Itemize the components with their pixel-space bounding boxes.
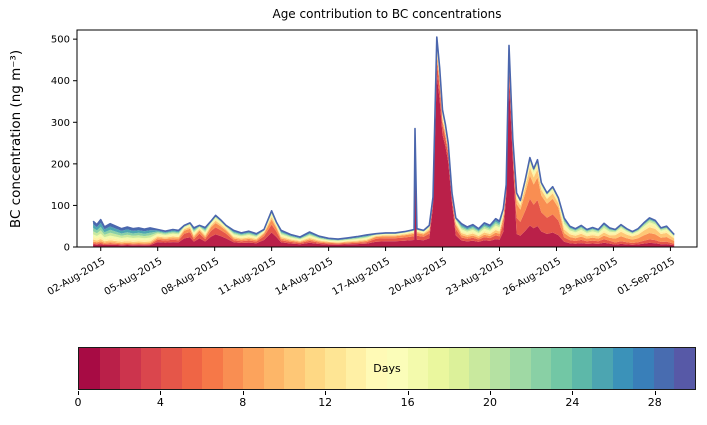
colorbar-tick — [407, 391, 409, 395]
colorbar-cell-day-29 — [674, 348, 695, 389]
colorbar-cell-day-15 — [386, 348, 408, 389]
colorbar-tick — [78, 391, 79, 395]
age-band-24-27d — [93, 38, 675, 240]
x-tick-label: 20-Aug-2015 — [388, 256, 450, 298]
y-tick-label: 100 — [51, 201, 70, 212]
stacked-area-plot: 0 100 200 300 400 500 02-Aug-201505-Aug-201508… — [46, 29, 698, 298]
total-concentration-line — [92, 36, 675, 240]
x-axis: 02-Aug-201505-Aug-201508-Aug-201511-Aug-… — [46, 247, 677, 298]
age-band-0-3d — [93, 74, 675, 248]
colorbar-cell-day-19 — [469, 348, 490, 389]
colorbar-tick-label: 8 — [239, 396, 247, 409]
colorbar-cell-day-21 — [510, 348, 531, 389]
age-band-18-21d — [93, 41, 675, 242]
colorbar-tick-label: 24 — [565, 396, 580, 409]
colorbar-cell-day-11 — [304, 348, 326, 389]
x-tick-label: 17-Aug-2015 — [331, 256, 393, 298]
colorbar-cell-day-6 — [202, 348, 223, 389]
colorbar-cell-day-2 — [120, 348, 141, 389]
y-tick-label: 500 — [51, 35, 70, 46]
age-band-9-12d — [93, 49, 675, 244]
colorbar-cell-day-20 — [489, 348, 511, 389]
colorbar-cell-day-0 — [79, 348, 100, 389]
age-band-12-15d — [93, 46, 675, 243]
colorbar — [78, 347, 696, 390]
colorbar-tick — [654, 391, 656, 395]
colorbar-tick-label: 28 — [647, 396, 662, 409]
x-tick-label: 01-Sep-2015 — [616, 256, 677, 298]
colorbar-cell-day-25 — [592, 348, 613, 389]
colorbar-cell-day-17 — [428, 348, 449, 389]
age-band-27-30d — [93, 37, 675, 240]
colorbar-cell-day-3 — [140, 348, 162, 389]
colorbar-cell-day-13 — [345, 348, 367, 389]
colorbar-tick — [490, 391, 491, 395]
x-tick-label: 26-Aug-2015 — [501, 256, 563, 298]
y-tick-label: 0 — [64, 243, 70, 254]
colorbar-tick-label: 0 — [74, 396, 82, 409]
age-band-6-9d — [93, 53, 675, 245]
colorbar-cell-day-27 — [633, 348, 654, 389]
x-tick-label: 02-Aug-2015 — [46, 256, 108, 298]
colorbar-tick — [572, 391, 574, 395]
axes-spines — [76, 29, 698, 248]
y-axis: 0 100 200 300 400 500 — [51, 35, 77, 254]
colorbar-cell-day-28 — [653, 348, 675, 389]
colorbar-cell-day-7 — [222, 348, 244, 389]
age-band-21-24d — [93, 40, 675, 241]
colorbar-cell-day-8 — [243, 348, 264, 389]
colorbar-cell-day-23 — [551, 348, 572, 389]
colorbar-cell-day-9 — [263, 348, 285, 389]
colorbar-tick-label: 20 — [483, 396, 497, 409]
y-tick-label: 400 — [51, 76, 70, 87]
colorbar-tick-label: 16 — [400, 396, 415, 409]
colorbar-tick-label: 12 — [318, 396, 333, 409]
x-tick-label: 05-Aug-2015 — [103, 256, 165, 298]
colorbar-cell-day-16 — [407, 348, 429, 389]
chart-title: Age contribution to BC concentrations — [272, 7, 502, 21]
colorbar-cell-day-10 — [284, 348, 305, 389]
y-tick-label: 200 — [51, 159, 70, 170]
colorbar-tick-label: 4 — [156, 396, 164, 409]
colorbar-cell-day-18 — [448, 348, 470, 389]
colorbar-tick — [242, 391, 244, 395]
x-tick-label: 11-Aug-2015 — [217, 256, 279, 298]
colorbar-cell-day-26 — [612, 348, 634, 389]
x-tick-label: 14-Aug-2015 — [274, 256, 336, 298]
age-band-3-6d — [93, 60, 675, 246]
colorbar-cell-day-12 — [325, 348, 346, 389]
x-tick-label: 08-Aug-2015 — [160, 256, 222, 298]
colorbar-tick — [325, 391, 327, 395]
colorbar-cell-day-14 — [366, 348, 387, 389]
colorbar-cell-day-4 — [161, 348, 182, 389]
colorbar-cell-day-5 — [181, 348, 203, 389]
colorbar-cell-day-24 — [571, 348, 593, 389]
age-band-areas — [93, 37, 675, 248]
age-band-15-18d — [93, 44, 675, 242]
x-tick-label: 23-Aug-2015 — [444, 256, 506, 298]
y-tick-label: 300 — [51, 118, 70, 129]
colorbar-cell-day-1 — [99, 348, 121, 389]
colorbar-cell-day-22 — [530, 348, 552, 389]
x-tick-label: 29-Aug-2015 — [558, 256, 620, 298]
colorbar-tick — [160, 391, 162, 395]
